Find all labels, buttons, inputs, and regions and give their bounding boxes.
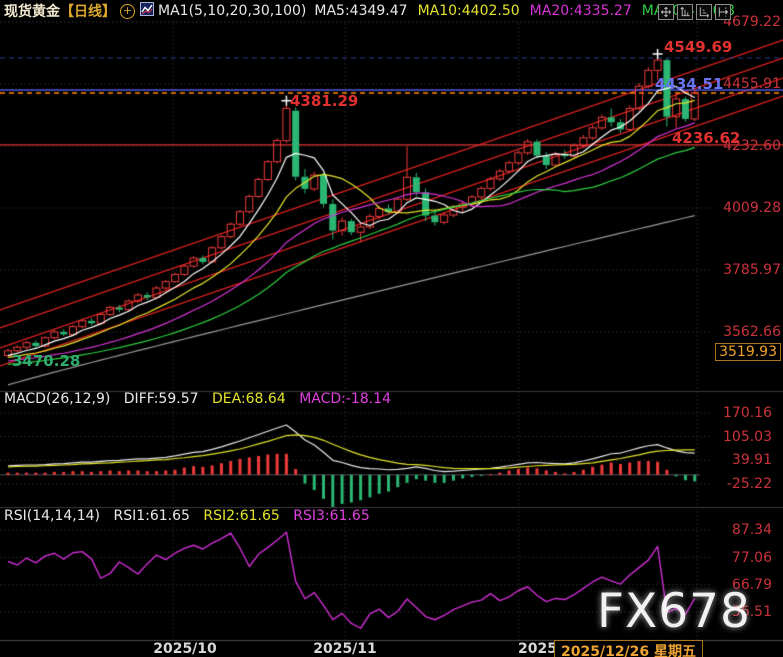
- chart-toolbar: [658, 4, 731, 20]
- chart-type-icon: [140, 2, 154, 20]
- ma5-value: MA5:4349.47: [314, 3, 408, 19]
- pan-icon[interactable]: [658, 4, 674, 20]
- period-label: 【日线】: [60, 4, 116, 20]
- zoom-out-icon[interactable]: +: [120, 3, 135, 19]
- ma10-value: MA10:4402.50: [417, 3, 520, 19]
- pane-expand-icon[interactable]: [715, 4, 731, 20]
- ma-settings-label: MA1(5,10,20,30,100): [158, 3, 307, 19]
- scale-y-axis-icon[interactable]: [677, 4, 693, 20]
- symbol-name: 现货黄金: [4, 4, 60, 20]
- scale-x-axis-icon[interactable]: [696, 4, 712, 20]
- ma20-value: MA20:4335.27: [529, 3, 632, 19]
